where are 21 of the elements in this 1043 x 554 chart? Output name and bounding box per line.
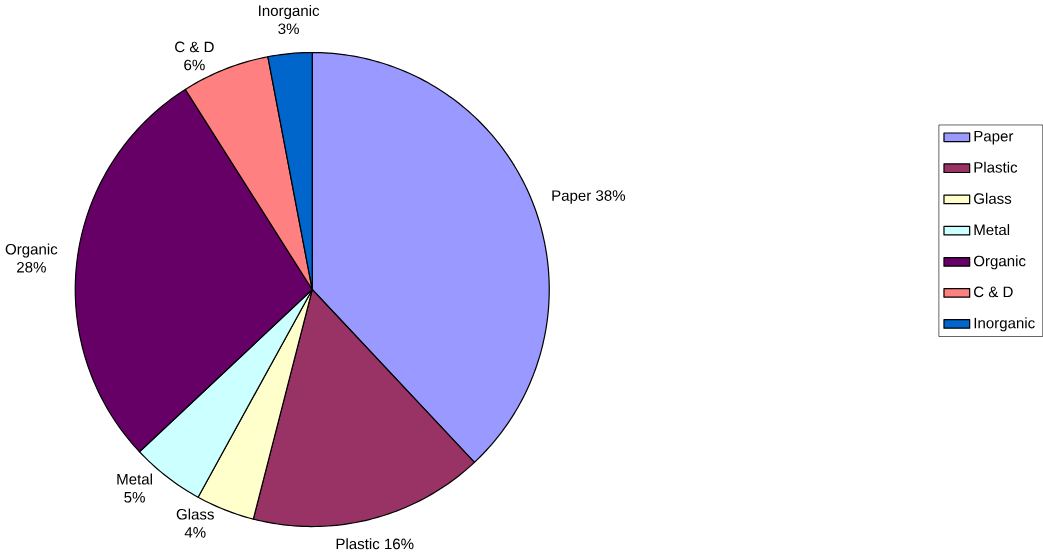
slice-label: Inorganic: [259, 4, 320, 19]
legend-label: Glass: [974, 192, 1012, 204]
slice-label: Organic: [5, 243, 58, 258]
data-label: 38%: [596, 190, 626, 201]
legend-label: Inorganic: [974, 317, 1035, 332]
slice-label: Plastic: [336, 538, 380, 550]
data-label: 16%: [385, 538, 414, 550]
data-label: 3%: [278, 23, 299, 34]
slice-label: Paper: [552, 190, 592, 204]
slice-label: Glass: [176, 508, 214, 520]
legend-label: Paper: [974, 130, 1014, 145]
data-label: 5%: [124, 491, 145, 503]
data-label: 28%: [17, 261, 46, 273]
legend-label: Metal: [974, 223, 1010, 236]
slice-label: C & D: [175, 41, 214, 53]
data-label: 4%: [184, 526, 206, 538]
data-label: 6%: [184, 59, 205, 71]
legend-label: C & D: [974, 286, 1013, 298]
legend-label: Organic: [973, 255, 1026, 270]
slice-label: Metal: [117, 473, 152, 485]
legend-label: Plastic: [974, 161, 1018, 173]
